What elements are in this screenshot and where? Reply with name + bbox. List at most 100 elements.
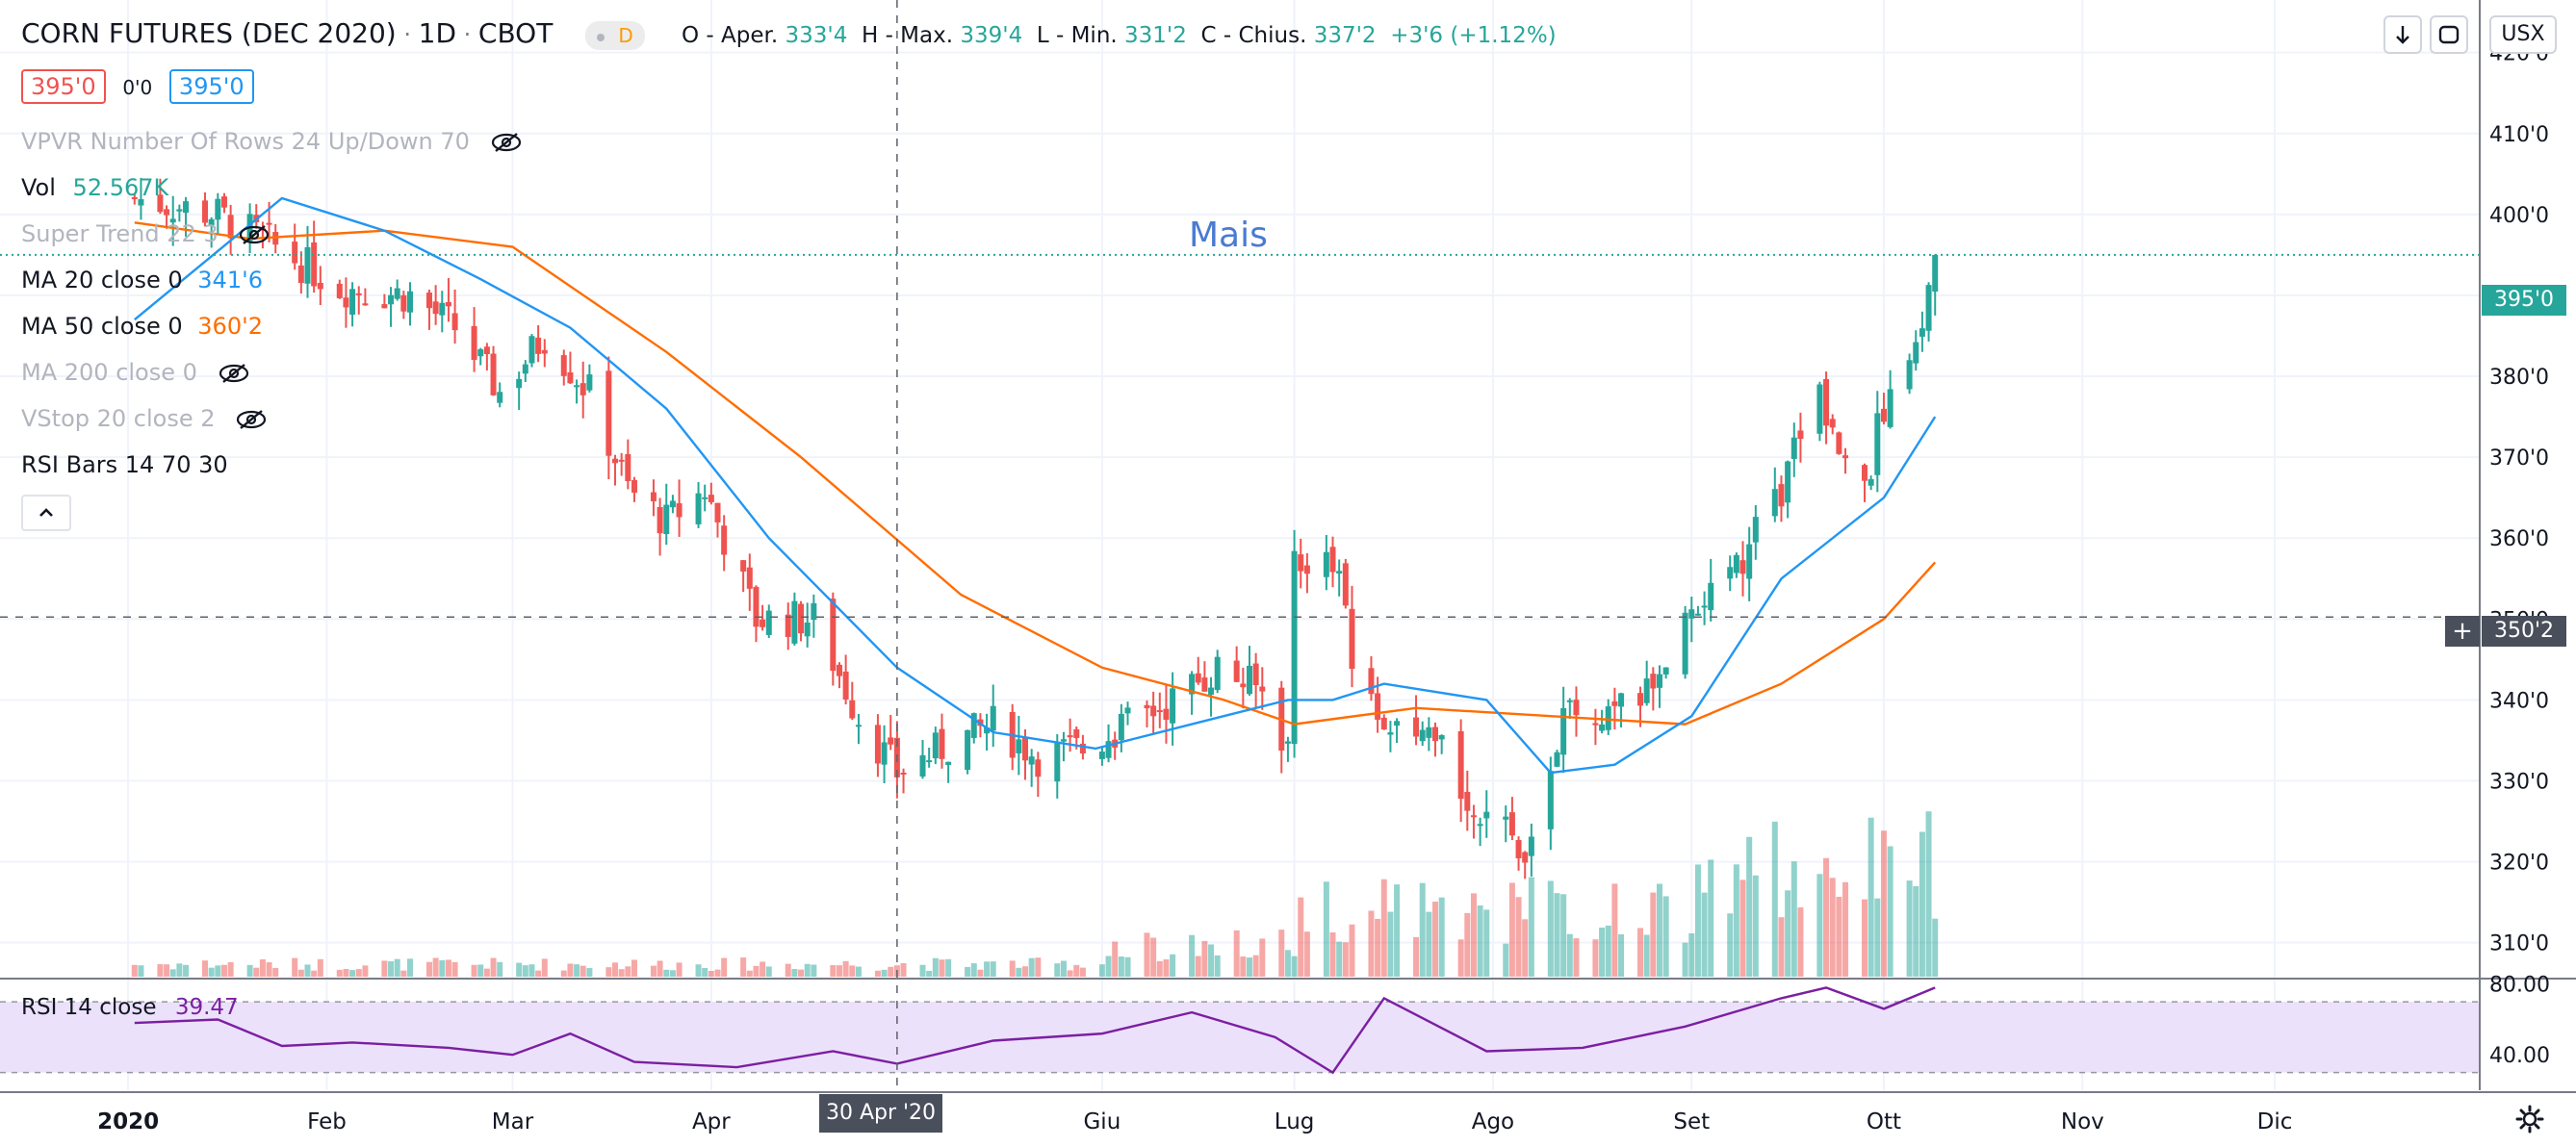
candle-body [394, 288, 400, 299]
candle-body [842, 671, 849, 700]
candle-body [516, 378, 523, 389]
candle-body [1797, 430, 1804, 440]
volume-bar [1771, 821, 1778, 977]
price-tick-label: 360'0 [2489, 527, 2549, 551]
volume-bar [451, 961, 458, 977]
candle-body [317, 282, 323, 290]
time-axis-label: Apr [692, 1109, 731, 1134]
buy-price[interactable]: 395'0 [168, 69, 254, 104]
volume-bar [1868, 817, 1874, 977]
candle-body [355, 293, 362, 295]
candle-body [1438, 734, 1445, 740]
volume-bar [888, 966, 894, 977]
candle-body [1060, 739, 1067, 742]
ma50-legend[interactable]: MA 50 close 0 360'2 [21, 313, 263, 340]
volume-bar [311, 970, 318, 977]
candle-body [1880, 408, 1887, 422]
candle-body [1503, 816, 1509, 820]
candle-body [760, 619, 766, 627]
volume-bar [1739, 879, 1746, 977]
vpvr-legend[interactable]: VPVR Number Of Rows 24 Up/Down 70 [21, 128, 524, 155]
fullscreen-icon [2438, 25, 2460, 44]
volume-bar [1342, 942, 1349, 977]
volume-bar [1291, 956, 1298, 977]
candle-body [477, 348, 484, 357]
candle-body [1284, 741, 1291, 744]
scroll-down-button[interactable] [2383, 15, 2422, 54]
candle-body [1457, 730, 1464, 800]
ma200-legend[interactable]: MA 200 close 0 [21, 359, 251, 386]
candle-body [874, 725, 881, 764]
collapse-legend-button[interactable] [21, 495, 71, 531]
time-axis-label: Lug [1275, 1109, 1315, 1134]
eye-hidden-icon[interactable] [234, 409, 269, 430]
vstop-legend[interactable]: VStop 20 close 2 [21, 405, 269, 432]
interval[interactable]: 1D [418, 17, 456, 49]
eye-hidden-icon[interactable] [237, 224, 271, 245]
candle-body [1919, 328, 1925, 337]
volume-bar [541, 958, 548, 977]
crosshair-date-label: 30 Apr '20 [819, 1094, 942, 1133]
candle-body [311, 242, 318, 287]
eye-hidden-icon[interactable] [217, 363, 251, 384]
time-axis-label: Nov [2061, 1109, 2104, 1134]
volume-bar [1214, 955, 1221, 977]
candle-body [1035, 759, 1042, 777]
sell-price[interactable]: 395'0 [21, 69, 106, 104]
candle-body [970, 713, 977, 738]
supertrend-legend[interactable]: Super Trend 22 3 [21, 220, 271, 247]
volume-bar [849, 965, 856, 977]
gear-icon[interactable] [2512, 1102, 2547, 1136]
rsi-bars-legend[interactable]: RSI Bars 14 70 30 [21, 451, 228, 478]
volume-bar [202, 960, 209, 977]
volume-legend[interactable]: Vol 52.567K [21, 174, 168, 201]
candle-body [830, 599, 837, 672]
volume-bar [477, 964, 484, 977]
candle-body [1240, 683, 1247, 688]
candle-body [1816, 384, 1823, 434]
candle-body [490, 353, 497, 395]
volume-bar [804, 963, 811, 977]
volume-bar [1470, 893, 1477, 977]
candle-body [164, 209, 170, 216]
candle-body [1016, 739, 1022, 753]
vpvr-label: VPVR Number Of Rows 24 Up/Down 70 [21, 128, 470, 155]
add-alert-button[interactable]: + [2445, 616, 2480, 647]
candle-body [497, 392, 503, 403]
volume-bar [535, 970, 542, 977]
volume-bar [425, 961, 432, 977]
volume-bar [669, 970, 676, 977]
symbol-name[interactable]: CORN FUTURES (DEC 2020) [21, 17, 397, 49]
volume-bar [708, 970, 714, 977]
chart-annotation[interactable]: Mais [1189, 216, 1268, 255]
ohlc-legend: O - Aper. 333'4 H - Max. 339'4 L - Min. … [682, 23, 1557, 48]
candle-body [1208, 687, 1215, 695]
volume-bar [400, 970, 407, 977]
volume-bar [1836, 896, 1842, 977]
volume-bar [490, 957, 497, 977]
volume-bar [1547, 880, 1554, 977]
candle-body [1739, 560, 1746, 574]
candle-body [574, 385, 580, 388]
volume-bar [1662, 896, 1669, 977]
volume-bar [227, 961, 234, 977]
candle-body [407, 291, 414, 313]
ma20-legend[interactable]: MA 20 close 0 341'6 [21, 267, 263, 293]
candle-body [1868, 478, 1874, 486]
volume-bar [1035, 957, 1042, 977]
eye-hidden-icon[interactable] [489, 132, 524, 153]
rsi-legend[interactable]: RSI 14 close 39.47 [21, 995, 239, 1020]
candle-body [586, 374, 593, 391]
candle-body [1618, 693, 1625, 707]
delayed-badge[interactable]: D [584, 21, 645, 50]
volume-bar [317, 958, 323, 977]
time-axis-label: Feb [307, 1109, 347, 1134]
volume-bar [138, 965, 144, 977]
volume-bar [1380, 879, 1387, 977]
currency-button[interactable]: USX [2489, 15, 2557, 54]
fullscreen-button[interactable] [2430, 15, 2468, 54]
candle-body [1054, 742, 1061, 782]
candle-body [1413, 717, 1420, 737]
